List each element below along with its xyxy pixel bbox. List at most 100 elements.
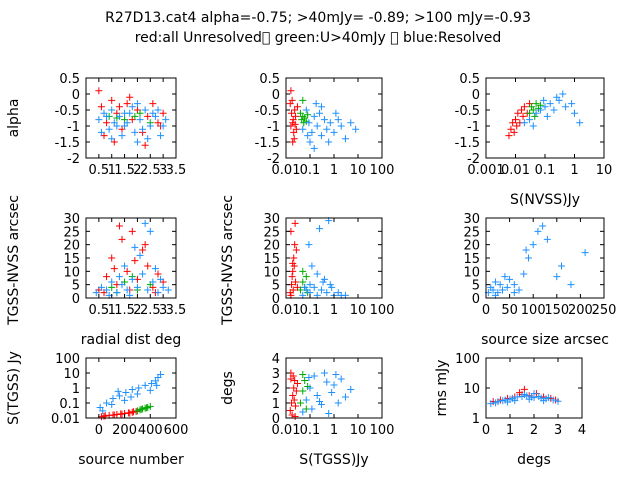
data-point bbox=[489, 286, 497, 294]
data-point bbox=[532, 100, 540, 108]
data-point bbox=[520, 119, 528, 127]
data-point bbox=[531, 112, 539, 120]
data-point bbox=[544, 394, 552, 402]
data-point bbox=[122, 389, 130, 397]
y-tick-label: -2 bbox=[467, 152, 480, 167]
data-point bbox=[558, 262, 566, 270]
x-tick-label: 1 bbox=[330, 423, 338, 438]
data-point bbox=[110, 265, 118, 273]
x-tick-label: 0.01 bbox=[501, 163, 530, 178]
x-tick-label: 1 bbox=[570, 163, 578, 178]
y-tick-label: 0 bbox=[272, 292, 280, 307]
data-point bbox=[159, 109, 167, 117]
data-point bbox=[504, 398, 512, 406]
x-tick-label: 2 bbox=[133, 163, 141, 178]
data-point bbox=[292, 246, 300, 254]
data-point bbox=[123, 267, 131, 275]
data-point bbox=[299, 387, 307, 395]
data-point bbox=[289, 138, 297, 146]
data-point bbox=[301, 283, 309, 291]
x-tick-label: 200 bbox=[568, 303, 593, 318]
data-point bbox=[330, 381, 338, 389]
x-tick-label: 3 bbox=[159, 303, 167, 318]
data-point bbox=[136, 116, 144, 124]
data-point bbox=[153, 381, 161, 389]
x-axis-label: degs bbox=[517, 452, 551, 468]
plot-frame bbox=[285, 217, 383, 299]
data-point bbox=[288, 411, 296, 419]
y-axis-label: alpha bbox=[6, 99, 22, 138]
x-tick-label: 100 bbox=[370, 163, 395, 178]
data-point bbox=[108, 254, 116, 262]
data-point bbox=[317, 286, 325, 294]
plot-frame bbox=[485, 77, 605, 159]
data-point bbox=[291, 413, 299, 420]
data-point bbox=[115, 273, 123, 281]
data-point bbox=[317, 103, 325, 111]
x-tick-label: 0 bbox=[482, 423, 490, 438]
data-point bbox=[581, 249, 589, 257]
data-point bbox=[308, 262, 316, 270]
y-tick-label: 100 bbox=[55, 352, 80, 367]
data-point bbox=[291, 120, 299, 128]
data-point bbox=[559, 90, 567, 98]
data-point bbox=[320, 116, 328, 124]
data-point bbox=[128, 103, 136, 111]
data-point bbox=[103, 273, 111, 281]
data-point bbox=[127, 393, 135, 401]
data-point bbox=[302, 273, 310, 281]
data-point bbox=[306, 384, 314, 392]
x-tick-label: 0.01 bbox=[272, 163, 301, 178]
data-point bbox=[141, 241, 149, 249]
data-point bbox=[536, 106, 544, 114]
x-tick-label: 0.5 bbox=[89, 303, 110, 318]
data-point bbox=[292, 402, 300, 410]
data-point bbox=[154, 270, 162, 278]
data-point bbox=[301, 114, 309, 122]
data-point bbox=[334, 399, 342, 407]
data-point bbox=[151, 265, 159, 273]
x-tick-label: 2 bbox=[133, 303, 141, 318]
data-point bbox=[123, 119, 131, 127]
data-point bbox=[323, 125, 331, 133]
data-point bbox=[323, 378, 331, 386]
data-point bbox=[323, 289, 331, 297]
y-tick-label: 20 bbox=[263, 239, 280, 254]
data-point bbox=[529, 241, 537, 249]
x-axis-label: S(NVSS)Jy bbox=[510, 192, 580, 208]
y-tick-label: 10 bbox=[63, 367, 80, 382]
x-tick-label: 250 bbox=[592, 303, 617, 318]
y-tick-label: -0.5 bbox=[255, 104, 280, 119]
data-point bbox=[299, 408, 307, 416]
data-point bbox=[97, 128, 105, 136]
data-point bbox=[543, 112, 551, 120]
x-tick-label: 0 bbox=[95, 423, 103, 438]
data-point bbox=[121, 262, 129, 270]
data-point bbox=[133, 138, 141, 146]
data-point bbox=[113, 289, 121, 297]
data-point bbox=[131, 112, 139, 120]
y-tick-label: 2 bbox=[272, 382, 280, 397]
data-point bbox=[499, 286, 507, 294]
data-point bbox=[522, 246, 530, 254]
data-point bbox=[148, 379, 156, 387]
data-point bbox=[562, 103, 570, 111]
data-point bbox=[131, 243, 139, 251]
x-tick-label: 10 bbox=[350, 303, 367, 318]
data-point bbox=[108, 400, 116, 408]
data-point bbox=[286, 100, 294, 108]
data-point bbox=[162, 116, 170, 124]
data-point bbox=[118, 281, 126, 289]
y-tick-label: 5 bbox=[72, 279, 80, 294]
data-point bbox=[135, 384, 143, 392]
data-point bbox=[487, 400, 495, 408]
y-tick-label: 1 bbox=[72, 382, 80, 397]
data-point bbox=[292, 125, 300, 133]
data-point bbox=[123, 100, 131, 108]
data-point bbox=[287, 375, 295, 383]
data-point bbox=[114, 387, 122, 395]
x-tick-label: 100 bbox=[370, 423, 395, 438]
